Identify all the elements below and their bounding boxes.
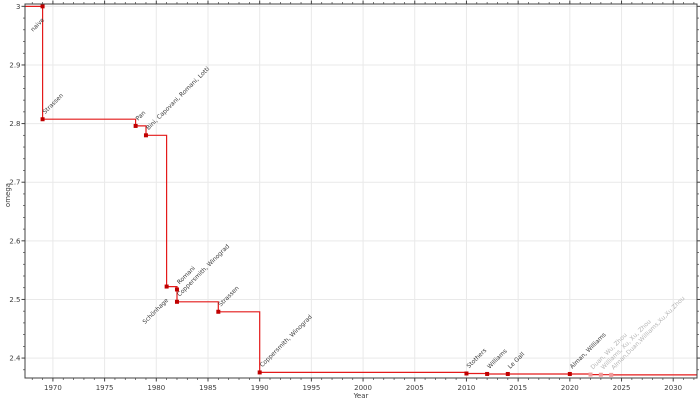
x-tick-label: 1980	[147, 384, 165, 392]
point-label: Strassen	[217, 285, 241, 309]
x-tick-label: 2000	[354, 384, 372, 392]
plot-frame	[24, 3, 698, 379]
series-layer	[25, 4, 697, 377]
y-tick-label: 2.4	[9, 355, 21, 363]
point-label: Coppersmith, Winograd	[259, 314, 314, 369]
y-tick-label: 2.7	[9, 179, 20, 187]
data-point-marker	[40, 4, 45, 9]
data-point-marker	[164, 284, 169, 289]
data-point-marker	[567, 371, 572, 376]
x-tick-label: 2005	[406, 384, 424, 392]
y-tick-label: 3	[16, 3, 20, 11]
x-tick-label: 1990	[251, 384, 269, 392]
omega-step-line	[25, 5, 697, 376]
point-label: Le Gall	[507, 351, 527, 371]
data-point-marker	[464, 371, 469, 376]
x-tick-label: 2020	[561, 384, 579, 392]
x-tick-label: 2025	[613, 384, 631, 392]
data-point-marker	[257, 370, 262, 375]
x-tick-label: 2015	[509, 384, 527, 392]
y-tick-label: 2.9	[9, 61, 20, 69]
point-label: Pan	[135, 110, 148, 123]
point-label: Bini, Capovani, Romani, Lotti	[145, 65, 211, 131]
x-tick-label: 2030	[664, 384, 682, 392]
data-point-marker	[598, 372, 603, 377]
x-tick-label: 1970	[44, 384, 62, 392]
grid-layer	[25, 4, 697, 378]
point-label: Williams, Xu, Xu, Zhou	[600, 318, 653, 371]
data-point-marker	[143, 133, 148, 138]
point-label: Coppersmith, Winograd	[176, 243, 231, 298]
y-tick-label: 2.6	[9, 237, 21, 245]
point-label: naive	[29, 17, 46, 34]
data-point-marker	[485, 371, 490, 376]
x-tick-label: 2010	[458, 384, 476, 392]
data-point-marker	[216, 309, 221, 314]
y-tick-label: 2.5	[9, 296, 20, 304]
tick-layer: 1970 1975 1980 1985 1990 1995 2000 2005 2010 2015…	[9, 0, 700, 392]
data-point-marker	[40, 117, 45, 122]
data-point-marker	[174, 287, 179, 292]
data-point-marker	[505, 371, 510, 376]
x-axis-label: Year	[353, 392, 369, 400]
y-axis-label: omega	[4, 183, 12, 207]
data-point-marker	[174, 299, 179, 304]
y-tick-label: 2.8	[9, 120, 20, 128]
data-point-marker	[133, 123, 138, 128]
data-point-marker	[609, 372, 614, 377]
x-tick-label: 1995	[302, 384, 320, 392]
point-label: Williams	[486, 348, 509, 371]
x-tick-label: 1985	[199, 384, 217, 392]
data-point-marker	[588, 372, 593, 377]
x-tick-label: 1975	[96, 384, 114, 392]
